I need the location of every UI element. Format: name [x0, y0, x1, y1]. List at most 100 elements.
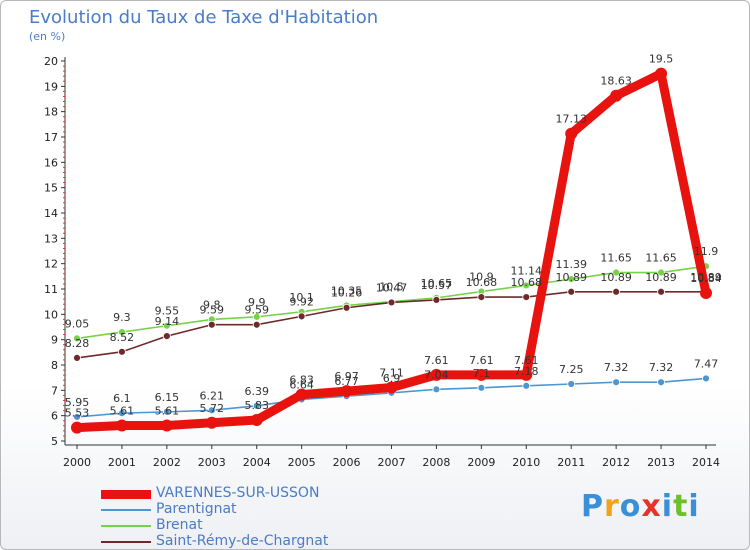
data-label: 5.61: [155, 405, 180, 418]
data-point: [207, 406, 216, 415]
data-label: 5.83: [244, 399, 269, 412]
data-label: 7.1: [473, 367, 491, 380]
legend-label: Saint-Rémy-de-Chargnat: [156, 533, 329, 549]
data-point: [612, 268, 621, 277]
axes: 5 6 7 8 9 10 11 12 13 14 15 16 17 18 19 20 2000 2001 2002 2…: [44, 55, 720, 469]
data-point: [387, 298, 396, 307]
data-label: 6.9: [383, 372, 401, 385]
data-point: [73, 413, 81, 421]
data-label: 5.61: [110, 405, 135, 418]
data-label: 6.97: [334, 370, 359, 383]
data-label: 10.84: [690, 272, 722, 285]
data-point: [657, 287, 665, 296]
data-label: 7.04: [424, 368, 449, 381]
data-label: 9.3: [113, 311, 131, 324]
logo-letter: P: [581, 489, 604, 524]
data-point: [567, 380, 576, 388]
data-point: [385, 381, 398, 394]
data-point: [432, 385, 441, 394]
legend-swatch: [101, 525, 151, 527]
data-label: 7.32: [649, 361, 674, 374]
data-label: 7.11: [379, 367, 404, 380]
data-point: [73, 334, 81, 343]
x-tick-label: 2007: [378, 456, 406, 469]
data-labels: 5.53 5.61 5.61 5.72 5.83 6.83 6.97 7.11 7.61 7.61…: [65, 53, 722, 420]
x-tick-label: 2003: [198, 456, 226, 469]
y-tick-label: 10: [44, 308, 58, 321]
data-point: [522, 381, 531, 390]
legend-label: Parentignat: [156, 501, 237, 517]
data-label: 10.35: [331, 284, 363, 297]
data-point: [297, 312, 306, 321]
data-label: 9.92: [289, 295, 314, 308]
data-label: 10.89: [555, 271, 587, 284]
data-point: [657, 378, 665, 387]
logo-letter: i: [688, 489, 700, 524]
data-label: 8.28: [65, 337, 90, 350]
data-label: 10.57: [421, 279, 453, 292]
proxiti-logo: Proxiti: [581, 489, 700, 524]
x-tick-label: 2009: [467, 456, 495, 469]
data-label: 7.25: [559, 363, 584, 376]
series-lines: [71, 67, 712, 434]
legend-swatch: [101, 509, 151, 511]
y-tick-label: 15: [44, 182, 58, 195]
y-tick-label: 7: [51, 384, 58, 397]
data-label: 9.59: [200, 304, 225, 317]
data-point: [250, 413, 263, 426]
data-point: [118, 409, 126, 418]
logo-letter: r: [604, 489, 620, 524]
data-point: [522, 281, 531, 290]
data-label: 10.89: [645, 271, 677, 284]
data-label: 7.47: [694, 357, 719, 370]
data-point: [522, 293, 531, 302]
data-label: 9.8: [203, 298, 221, 311]
data-point: [612, 378, 621, 387]
y-tick-label: 13: [44, 232, 58, 245]
data-point: [207, 320, 216, 329]
x-tick-label: 2001: [108, 456, 136, 469]
data-label: 9.14: [155, 315, 180, 328]
unit-label: (en %): [29, 30, 66, 43]
y-tick-label: 19: [44, 80, 58, 93]
data-point: [567, 287, 576, 296]
data-point: [565, 127, 578, 140]
data-label: 11.9: [694, 245, 719, 258]
y-tick-label: 12: [44, 258, 58, 271]
data-label: 5.72: [200, 402, 225, 415]
data-point: [477, 293, 486, 302]
data-point: [700, 287, 712, 300]
legend-swatch: [101, 541, 151, 543]
legend-label: Brenat: [156, 517, 203, 533]
data-label: 5.53: [65, 407, 90, 420]
data-point: [162, 332, 171, 341]
data-label: 10.68: [466, 276, 498, 289]
y-tick-label: 17: [44, 131, 58, 144]
data-label: 18.63: [600, 75, 632, 88]
data-point: [520, 368, 533, 381]
logo-letter: i: [661, 489, 674, 524]
data-label: 7.61: [424, 354, 449, 367]
data-label: 10.89: [600, 271, 632, 284]
data-point: [475, 368, 488, 381]
x-tick-label: 2004: [243, 456, 271, 469]
data-point: [162, 321, 171, 330]
data-point: [295, 388, 308, 401]
y-tick-label: 18: [44, 106, 58, 119]
x-tick-label: 2005: [288, 456, 316, 469]
data-point: [71, 421, 83, 434]
y-tick-label: 8: [51, 359, 58, 372]
data-point: [610, 89, 623, 102]
logo-letter: x: [641, 489, 662, 524]
y-tick-label: 14: [44, 207, 58, 220]
data-label: 9.55: [155, 305, 180, 318]
data-label: 9.05: [65, 317, 90, 330]
data-label: 6.77: [334, 375, 359, 388]
y-tick-label: 20: [44, 55, 58, 68]
y-tick-label: 5: [51, 435, 58, 448]
data-point: [702, 374, 710, 383]
x-tick-label: 2002: [153, 456, 181, 469]
data-point: [73, 354, 81, 362]
data-label: 6.1: [113, 392, 131, 405]
